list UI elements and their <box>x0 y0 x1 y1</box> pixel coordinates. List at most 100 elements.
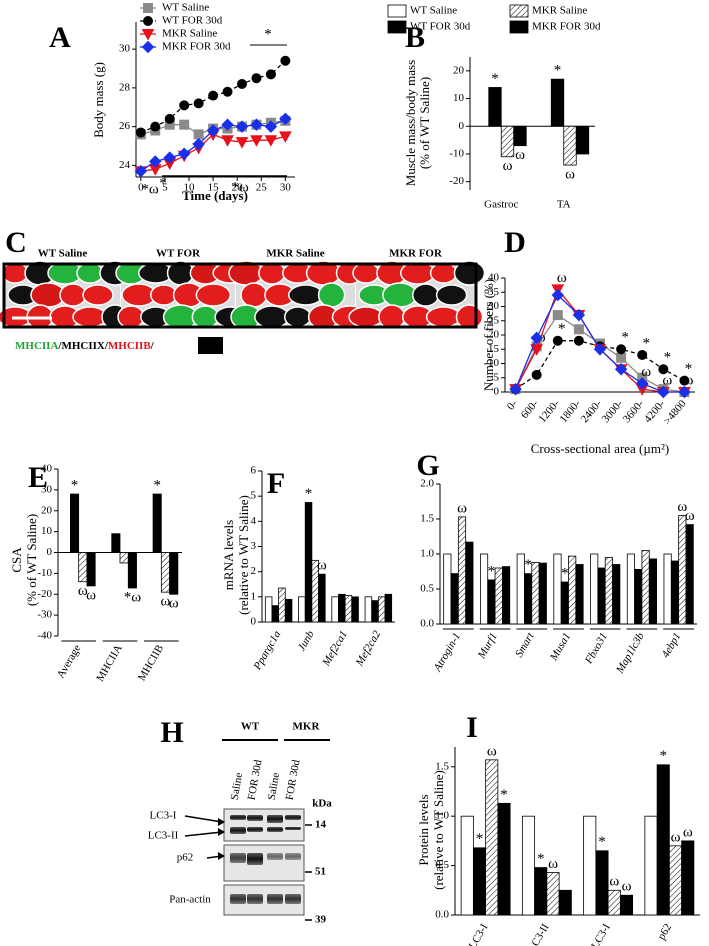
point <box>134 164 148 178</box>
y-tick-label: 5 <box>494 371 500 383</box>
x-tick-label: Mef2ca1 <box>320 629 350 669</box>
x-tick-label: Fbxo31 <box>582 631 610 667</box>
point <box>636 377 649 390</box>
y-tick-label: 20 <box>488 329 500 341</box>
significance: ω <box>487 743 497 759</box>
panel-letter: D <box>504 226 526 259</box>
legend-label: MKR Saline <box>532 5 587 17</box>
stain-label: MHCIIA <box>15 340 58 352</box>
bar <box>70 493 80 553</box>
band <box>267 894 283 904</box>
bar <box>575 125 590 155</box>
point <box>637 349 648 360</box>
significance: ω <box>78 583 88 599</box>
band <box>247 815 263 821</box>
bar <box>568 555 577 625</box>
bar <box>271 605 280 623</box>
y-axis-label: Number of fibers (%) <box>481 279 496 391</box>
significance: * <box>71 477 79 493</box>
band <box>247 894 263 904</box>
point <box>552 310 563 321</box>
x-tick-label: Atrogin-1 <box>431 631 463 675</box>
panel-letter: I <box>466 711 478 744</box>
y-tick-label: -40 <box>37 630 52 642</box>
fiber <box>82 284 114 306</box>
legend-swatch <box>509 4 529 18</box>
significance: * <box>660 748 668 764</box>
arrow-head <box>218 852 225 860</box>
x-tick-label: 10 <box>184 182 196 194</box>
x-tick-label: 3600- <box>621 398 647 426</box>
bar <box>488 87 502 127</box>
bar <box>485 759 499 916</box>
point <box>530 331 543 345</box>
group-label: MKR <box>293 721 321 733</box>
point <box>572 308 586 322</box>
significance: *ω <box>231 179 249 195</box>
y-tick-label: -30 <box>37 609 52 621</box>
point <box>193 98 204 109</box>
legend-swatch <box>387 20 407 34</box>
bar <box>563 125 577 166</box>
significance: ω <box>557 270 567 286</box>
fiber <box>76 262 104 284</box>
y-axis-label: (relative to WT Saline) <box>431 770 446 890</box>
point <box>279 112 292 126</box>
fiber <box>435 284 468 306</box>
unit-label: kDa <box>312 798 332 810</box>
band <box>230 815 246 820</box>
y-tick-label: 30 <box>119 43 131 55</box>
point <box>552 335 563 346</box>
bar <box>152 493 162 553</box>
lane-label: Saline <box>266 772 283 801</box>
point <box>206 124 220 137</box>
legend-label: MKR FOR 30d <box>532 21 601 33</box>
y-axis-label: (% of WT Saline) <box>24 514 39 606</box>
y-tick-label: 24 <box>119 159 131 171</box>
bar <box>78 552 88 583</box>
y-tick-label: 10 <box>488 357 500 369</box>
point <box>192 137 205 151</box>
fiber <box>455 304 484 330</box>
image-label: WT FOR <box>156 248 201 260</box>
significance: * <box>524 557 532 573</box>
y-tick-label: 2 <box>251 565 257 577</box>
bar <box>344 595 353 623</box>
y-tick-label: 0.5 <box>435 859 449 871</box>
y-tick-label: 10 <box>453 92 465 104</box>
fiber <box>429 262 458 284</box>
significance: * <box>537 851 545 867</box>
y-tick-label: 20 <box>453 64 465 76</box>
image-label: MKR FOR <box>389 248 443 260</box>
x-tick-label: Musa1 <box>547 631 573 664</box>
point <box>614 362 628 376</box>
y-tick-label: 1.0 <box>435 810 449 822</box>
legend-marker <box>143 3 153 13</box>
bar <box>497 802 511 916</box>
stain-label: / <box>150 340 155 352</box>
bar <box>678 515 687 625</box>
bar <box>656 764 670 916</box>
significance: * <box>264 26 272 42</box>
point <box>163 151 176 164</box>
significance: * <box>476 831 484 847</box>
y-axis-label: CSA <box>9 547 24 573</box>
bar <box>494 567 503 625</box>
x-tick-label: TA <box>557 199 571 211</box>
y-tick-label: 6 <box>251 465 257 477</box>
y-tick-label: 3 <box>251 540 257 552</box>
x-tick-label: Murf1 <box>475 631 500 662</box>
bar <box>119 552 129 564</box>
bar <box>607 889 621 916</box>
y-tick-label: 1 <box>251 590 257 602</box>
significance: * <box>305 486 313 502</box>
x-tick-label: 1800- <box>557 398 583 426</box>
y-tick-label: 0 <box>494 386 500 398</box>
significance: * <box>554 63 562 79</box>
y-tick-label: -20 <box>449 175 464 187</box>
point <box>164 113 175 124</box>
x-tick-label: LC3-II <box>526 921 552 946</box>
point <box>250 118 263 131</box>
marker-label: 39 <box>315 914 327 926</box>
